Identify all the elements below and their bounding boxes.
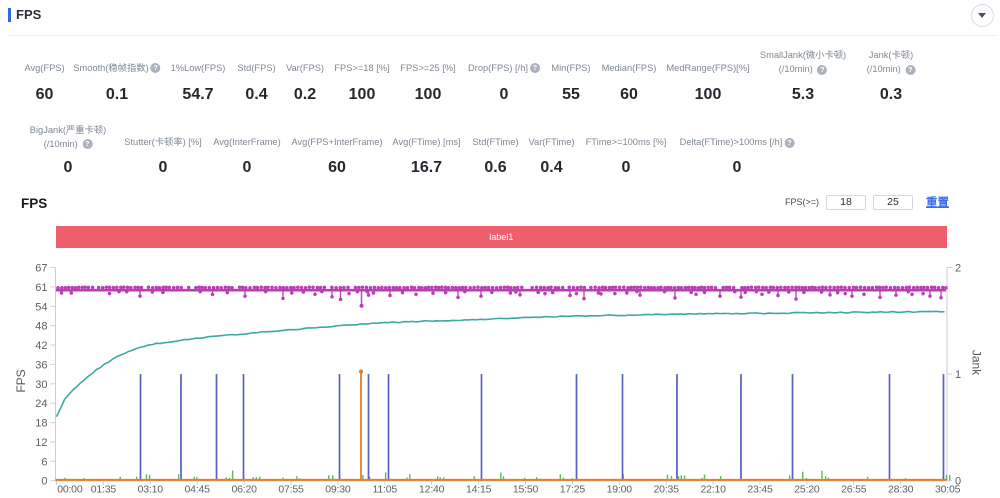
svg-text:04:45: 04:45 — [185, 484, 211, 496]
svg-text:FPS: FPS — [14, 369, 28, 392]
svg-text:06:20: 06:20 — [231, 484, 257, 496]
svg-text:11:05: 11:05 — [373, 484, 398, 496]
svg-text:61: 61 — [35, 282, 47, 294]
svg-text:2: 2 — [955, 263, 961, 275]
svg-text:07:55: 07:55 — [278, 484, 304, 496]
svg-text:6: 6 — [41, 456, 47, 468]
svg-text:0: 0 — [41, 476, 47, 488]
svg-text:48: 48 — [35, 321, 47, 333]
svg-text:20:35: 20:35 — [654, 484, 680, 496]
svg-text:19:00: 19:00 — [607, 484, 633, 496]
svg-text:03:10: 03:10 — [138, 484, 164, 496]
svg-text:00:00: 00:00 — [57, 484, 83, 496]
svg-text:24: 24 — [35, 398, 47, 410]
svg-text:17:25: 17:25 — [560, 484, 586, 496]
svg-text:22:10: 22:10 — [700, 484, 726, 496]
svg-text:23:45: 23:45 — [747, 484, 773, 496]
svg-text:15:50: 15:50 — [513, 484, 539, 496]
svg-text:42: 42 — [35, 340, 47, 352]
svg-text:1: 1 — [955, 369, 961, 381]
svg-text:67: 67 — [35, 263, 47, 275]
svg-text:18: 18 — [35, 418, 47, 430]
svg-text:28:30: 28:30 — [888, 484, 914, 496]
svg-text:36: 36 — [35, 359, 47, 371]
svg-text:25:20: 25:20 — [794, 484, 820, 496]
svg-text:30: 30 — [35, 379, 47, 391]
svg-text:Jank: Jank — [970, 350, 984, 376]
svg-text:01:35: 01:35 — [91, 484, 117, 496]
svg-text:54: 54 — [35, 301, 47, 313]
svg-text:12:40: 12:40 — [419, 484, 445, 496]
svg-text:12: 12 — [35, 437, 47, 449]
svg-text:0: 0 — [955, 476, 961, 488]
svg-text:09:30: 09:30 — [325, 484, 351, 496]
svg-text:14:15: 14:15 — [466, 484, 492, 496]
svg-text:30:05: 30:05 — [935, 484, 961, 496]
svg-text:26:55: 26:55 — [841, 484, 867, 496]
